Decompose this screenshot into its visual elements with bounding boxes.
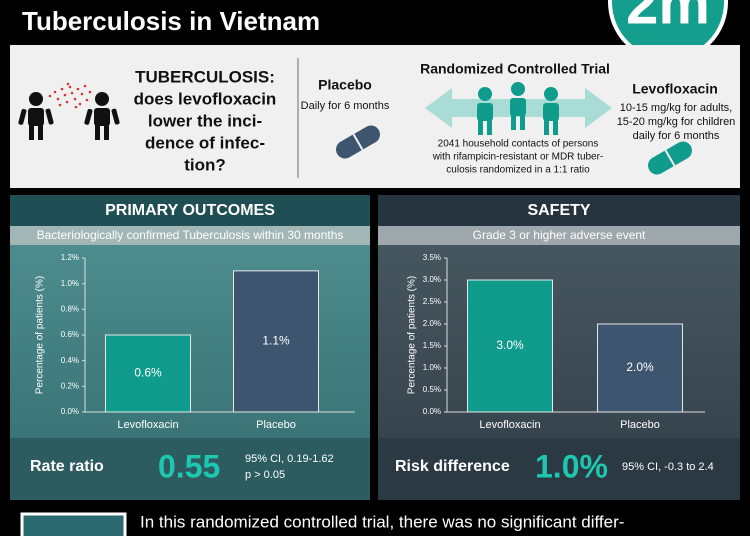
bar-label: 0.6% — [134, 366, 162, 380]
bar-label: 2.0% — [626, 360, 654, 374]
x-tick-label: Placebo — [620, 419, 660, 431]
placebo-name: Placebo — [318, 77, 372, 93]
panel-header — [10, 195, 370, 226]
text-line: 2041 household contacts of persons — [438, 139, 599, 150]
text-line: culosis randomized in a 1:1 ratio — [446, 165, 590, 176]
placebo-pill — [336, 125, 380, 159]
bar — [467, 279, 553, 413]
question: TUBERCULOSIS: does levofloxacin lower the … — [134, 67, 277, 174]
y-tick-label: 0.5% — [423, 385, 441, 394]
levofloxacin-name: Levofloxacin — [632, 81, 718, 97]
text-line: daily for 6 months — [633, 130, 720, 142]
chart-panel: PRIMARY OUTCOMES Bacteriologically confir… — [10, 195, 370, 500]
chart-panel: SAFETY Grade 3 or higher adverse event 0.0… — [378, 195, 740, 500]
text-line: with rifampicin-resistant or MDR tuber- — [432, 152, 604, 163]
panel-title: PRIMARY OUTCOMES — [105, 202, 275, 219]
y-tick-label: 1.2% — [61, 253, 79, 262]
levofloxacin-pill — [648, 141, 692, 175]
people-icons — [18, 92, 120, 140]
y-tick-label: 2.5% — [423, 297, 441, 306]
panel-subtitle: Grade 3 or higher adverse event — [473, 228, 646, 242]
trial-title: Randomized Controlled Trial — [420, 61, 610, 77]
subtitle-bar — [378, 226, 740, 245]
y-tick-label: 0.8% — [61, 304, 79, 313]
y-tick-label: 0.2% — [61, 381, 79, 390]
charts: PRIMARY OUTCOMES Bacteriologically confir… — [10, 195, 740, 500]
bar-label: 1.1% — [262, 334, 290, 348]
y-axis-label: Percentage of patients (%) — [35, 276, 46, 394]
stat-detail: 95% CI, 0.19-1.62 — [245, 453, 334, 465]
panel-subtitle: Bacteriologically confirmed Tuberculosis… — [37, 228, 344, 242]
placebo-dose: Daily for 6 months — [301, 100, 390, 112]
y-tick-label: 1.0% — [61, 279, 79, 288]
panel-header — [378, 195, 740, 226]
y-tick-label: 3.0% — [423, 275, 441, 284]
y-tick-label: 0.6% — [61, 330, 79, 339]
logo-text: 2m — [626, 0, 710, 36]
y-tick-label: 2.0% — [423, 319, 441, 328]
text-line: does levofloxacin — [134, 89, 277, 108]
text-line: tion? — [184, 155, 226, 174]
text-line: TUBERCULOSIS: — [135, 67, 275, 86]
levofloxacin-dose: 10-15 mg/kg for adults, 15-20 mg/kg for c… — [617, 102, 736, 142]
y-tick-label: 0.0% — [423, 407, 441, 416]
conclusion: In this randomized controlled trial, the… — [140, 512, 624, 531]
y-tick-label: 0.4% — [61, 356, 79, 365]
text-line: lower the inci- — [148, 111, 262, 130]
trial-people — [477, 82, 559, 135]
y-tick-label: 0.0% — [61, 407, 79, 416]
stat-label: Risk difference — [395, 458, 510, 475]
text-line: Daily for 6 months — [301, 100, 390, 112]
text-line: 15-20 mg/kg for children — [617, 116, 736, 128]
stat-detail: 95% CI, -0.3 to 2.4 — [622, 461, 714, 473]
bar — [597, 323, 683, 413]
stat-row — [378, 438, 740, 500]
x-tick-label: Levofloxacin — [479, 419, 540, 431]
panel-title: SAFETY — [527, 202, 590, 219]
bar — [233, 270, 319, 413]
stat-value: 0.55 — [158, 448, 220, 484]
bar — [105, 334, 191, 413]
stat-value: 1.0% — [535, 448, 608, 484]
title: Tuberculosis in Vietnam — [22, 6, 320, 36]
stat-detail: p > 0.05 — [245, 469, 285, 481]
x-tick-label: Placebo — [256, 419, 296, 431]
stat-label: Rate ratio — [30, 458, 104, 475]
spray — [48, 82, 92, 109]
y-axis-label: Percentage of patients (%) — [407, 276, 418, 394]
text-line: 10-15 mg/kg for adults, — [620, 102, 733, 114]
y-tick-label: 3.5% — [423, 253, 441, 262]
intro-panel — [10, 45, 740, 188]
trial-note: 2041 household contacts of persons with r… — [432, 139, 604, 176]
subtitle-bar — [10, 226, 370, 245]
conclusion-box — [20, 512, 127, 536]
y-tick-label: 1.5% — [423, 341, 441, 350]
y-tick-label: 1.0% — [423, 363, 441, 372]
bar-label: 3.0% — [496, 338, 524, 352]
x-tick-label: Levofloxacin — [117, 419, 178, 431]
stat-row — [10, 438, 370, 500]
text-line: dence of infec- — [145, 133, 265, 152]
